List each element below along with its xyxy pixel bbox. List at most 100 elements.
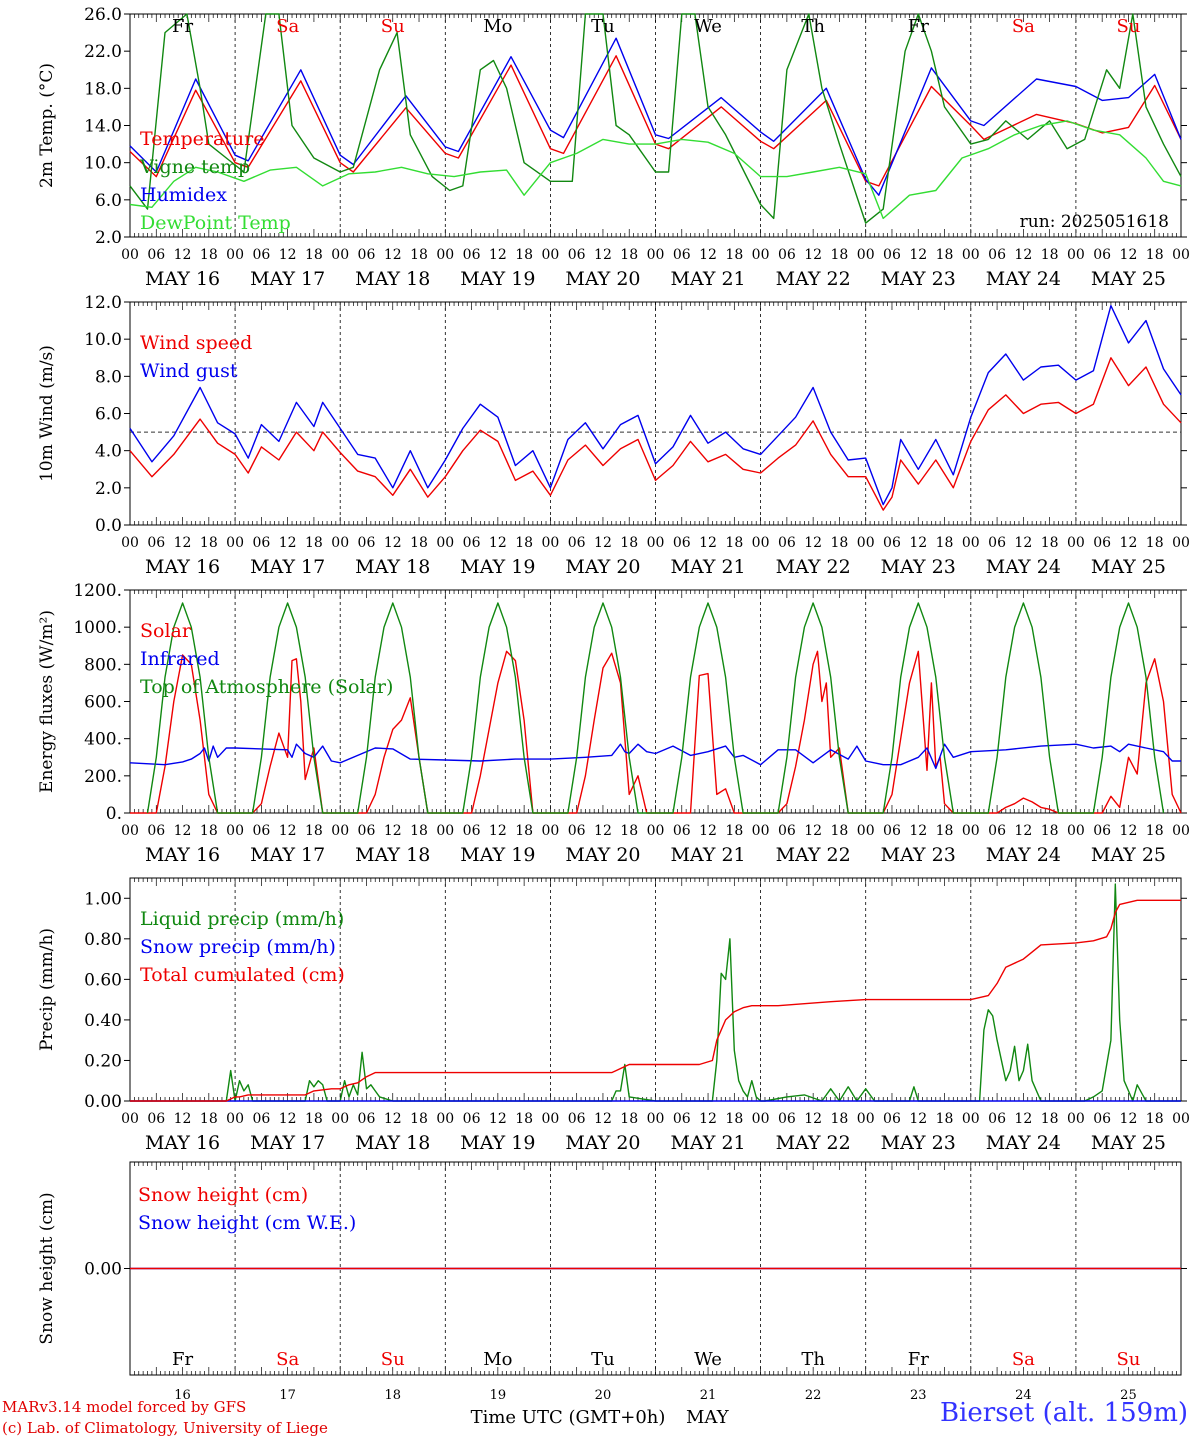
date-label: MAY 19 xyxy=(460,1132,535,1154)
series-line xyxy=(129,120,1182,220)
hour-tick-label: 06 xyxy=(463,247,481,263)
hour-tick-label: 12 xyxy=(1014,535,1032,551)
hour-tick-label: 06 xyxy=(463,535,481,551)
date-label: MAY 16 xyxy=(145,844,220,866)
hour-tick-label: 06 xyxy=(883,823,901,839)
legend-entry: Liquid precip (mm/h) xyxy=(140,908,344,930)
y-axis-label: Precip (mm/h) xyxy=(37,928,57,1051)
hour-tick-label: 06 xyxy=(883,1111,901,1127)
series-line xyxy=(129,305,1182,506)
date-label: MAY 23 xyxy=(881,1132,956,1154)
hour-tick-label: 00 xyxy=(857,535,875,551)
date-label: MAY 23 xyxy=(881,556,956,578)
hour-tick-label: 00 xyxy=(121,247,139,263)
hour-tick-label: 12 xyxy=(804,1111,822,1127)
hour-tick-label: 18 xyxy=(515,1111,533,1127)
date-label: MAY 21 xyxy=(670,268,745,290)
hour-tick-label: 12 xyxy=(594,823,612,839)
hour-tick-label: 06 xyxy=(147,1111,165,1127)
hour-tick-label: 06 xyxy=(252,535,270,551)
y-tick-label: 4.0 xyxy=(95,442,122,462)
hour-tick-label: 12 xyxy=(804,823,822,839)
weekday-label: Sa xyxy=(276,1349,299,1370)
hour-tick-label: 00 xyxy=(121,1111,139,1127)
hour-tick-label: 06 xyxy=(147,823,165,839)
hour-tick-label: 18 xyxy=(410,247,428,263)
date-label: MAY 20 xyxy=(565,844,640,866)
weekday-label: Mo xyxy=(483,1349,512,1370)
hour-tick-label: 18 xyxy=(200,1111,218,1127)
hour-tick-label: 12 xyxy=(804,247,822,263)
hour-tick-label: 12 xyxy=(1014,1111,1032,1127)
hour-tick-label: 00 xyxy=(962,1111,980,1127)
date-label: MAY 24 xyxy=(986,556,1061,578)
weekday-label: Th xyxy=(801,16,825,37)
date-label: MAY 25 xyxy=(1091,1132,1166,1154)
hour-tick-label: 00 xyxy=(331,823,349,839)
hour-tick-label: 12 xyxy=(279,535,297,551)
hour-tick-label: 00 xyxy=(226,247,244,263)
hour-tick-label: 18 xyxy=(831,247,849,263)
y-axis-label: Energy fluxes (W/m²) xyxy=(37,610,57,793)
hour-tick-label: 12 xyxy=(699,535,717,551)
day-number: 18 xyxy=(384,1388,401,1403)
hour-tick-label: 06 xyxy=(252,247,270,263)
hour-tick-label: 00 xyxy=(436,535,454,551)
hour-tick-label: 06 xyxy=(358,1111,376,1127)
weekday-label: Fr xyxy=(172,1349,193,1370)
panel-frame xyxy=(129,589,1182,814)
hour-tick-label: 18 xyxy=(305,247,323,263)
y-axis-label: 10m Wind (m/s) xyxy=(37,345,57,482)
date-label: MAY 20 xyxy=(565,556,640,578)
hour-tick-label: 06 xyxy=(147,247,165,263)
hour-tick-label: 06 xyxy=(568,823,586,839)
weekday-label: Tu xyxy=(591,1349,615,1370)
legend-entry: DewPoint Temp xyxy=(140,212,291,234)
day-number: 20 xyxy=(595,1388,612,1403)
hour-tick-label: 18 xyxy=(831,823,849,839)
hour-tick-label: 06 xyxy=(988,1111,1006,1127)
hour-tick-label: 00 xyxy=(857,247,875,263)
hour-tick-label: 06 xyxy=(673,1111,691,1127)
day-number: 16 xyxy=(174,1388,191,1403)
date-label: MAY 23 xyxy=(881,268,956,290)
hour-tick-label: 06 xyxy=(1093,247,1111,263)
hour-tick-label: 18 xyxy=(1041,247,1059,263)
y-tick-label: 0. xyxy=(106,804,122,824)
y-tick-label: 1.00 xyxy=(84,889,122,909)
hour-tick-label: 06 xyxy=(568,1111,586,1127)
date-label: MAY 18 xyxy=(355,1132,430,1154)
hour-tick-label: 06 xyxy=(252,823,270,839)
weekday-label: Fr xyxy=(908,16,929,37)
hour-tick-label: 18 xyxy=(725,247,743,263)
legend-entry: Vigne temp xyxy=(139,156,250,178)
hour-tick-label: 18 xyxy=(1146,535,1164,551)
hour-tick-label: 18 xyxy=(1041,1111,1059,1127)
hour-tick-label: 18 xyxy=(410,823,428,839)
hour-tick-label: 06 xyxy=(778,823,796,839)
date-label: MAY 25 xyxy=(1091,844,1166,866)
date-label: MAY 22 xyxy=(776,556,851,578)
weekday-label: Su xyxy=(381,1349,405,1370)
date-label: MAY 22 xyxy=(776,844,851,866)
hour-tick-label: 18 xyxy=(831,535,849,551)
hour-tick-label: 12 xyxy=(1120,823,1138,839)
hour-tick-label: 18 xyxy=(515,535,533,551)
lab-credit: (c) Lab. of Climatology, University of L… xyxy=(2,1419,328,1437)
hour-tick-label: 06 xyxy=(358,823,376,839)
y-tick-label: 800. xyxy=(84,655,122,675)
y-tick-label: 600. xyxy=(84,693,122,713)
weekday-label: Su xyxy=(1116,1349,1140,1370)
y-tick-label: 12.0 xyxy=(84,293,122,313)
hour-tick-label: 18 xyxy=(936,535,954,551)
hour-tick-label: 18 xyxy=(200,247,218,263)
date-label: MAY 24 xyxy=(986,844,1061,866)
hour-tick-label: 00 xyxy=(436,247,454,263)
hour-tick-label: 12 xyxy=(174,247,192,263)
date-label: MAY 17 xyxy=(250,1132,325,1154)
hour-tick-label: 12 xyxy=(489,823,507,839)
panel-frame xyxy=(129,13,1182,238)
hour-tick-label: 12 xyxy=(174,823,192,839)
hour-tick-label: 00 xyxy=(541,823,559,839)
hour-tick-label: 00 xyxy=(121,823,139,839)
